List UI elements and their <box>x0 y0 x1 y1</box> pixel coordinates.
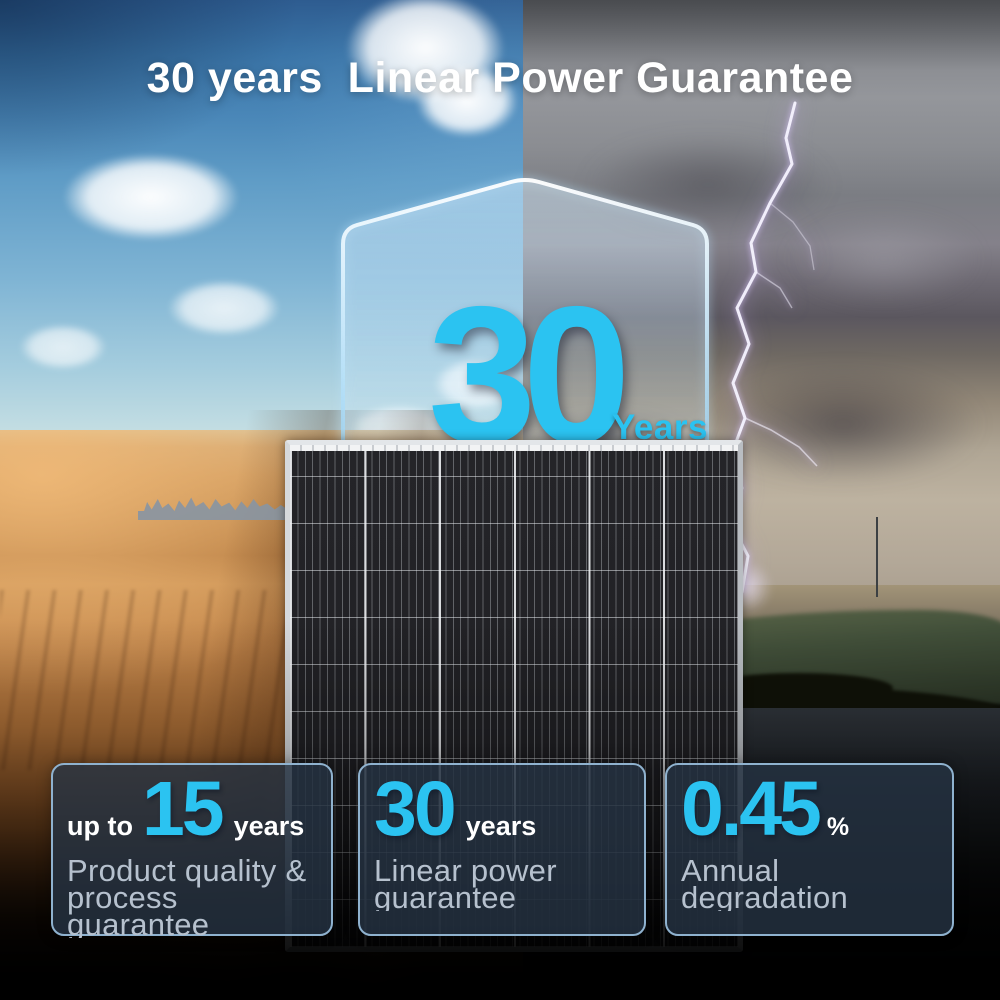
card-description: Product quality & process guarantee <box>67 857 307 938</box>
guarantee-card-linear-power: 30 years Linear power guarantee <box>358 763 646 936</box>
cloud <box>32 138 270 256</box>
card-number: 15 <box>141 766 225 852</box>
storm-cloud <box>753 198 1000 320</box>
card-number: 0.45 <box>681 766 822 852</box>
card-prefix: up to <box>67 811 133 841</box>
radio-tower <box>876 517 878 597</box>
guarantee-card-annual-degradation: 0.45 % Annual degradation <box>665 763 954 936</box>
cloud <box>398 52 523 150</box>
page-title: 30 years Linear Power Guarantee <box>146 54 854 102</box>
card-headline: up to 15 years <box>67 766 323 852</box>
card-number: 30 <box>374 766 457 852</box>
card-suffix: years <box>465 811 537 841</box>
card-suffix: % <box>826 813 850 841</box>
storm-dark-band <box>523 0 1000 70</box>
card-headline: 0.45 % <box>681 766 944 852</box>
card-description: Annual degradation <box>681 857 849 911</box>
cloud <box>148 270 300 346</box>
shield-glass-icon <box>341 178 709 466</box>
guarantee-card-product-quality: up to 15 years Product quality & process… <box>51 763 333 938</box>
card-description: Linear power guarantee <box>374 857 557 911</box>
cloud <box>4 316 122 378</box>
card-suffix: years <box>233 811 305 841</box>
card-headline: 30 years <box>374 766 636 852</box>
